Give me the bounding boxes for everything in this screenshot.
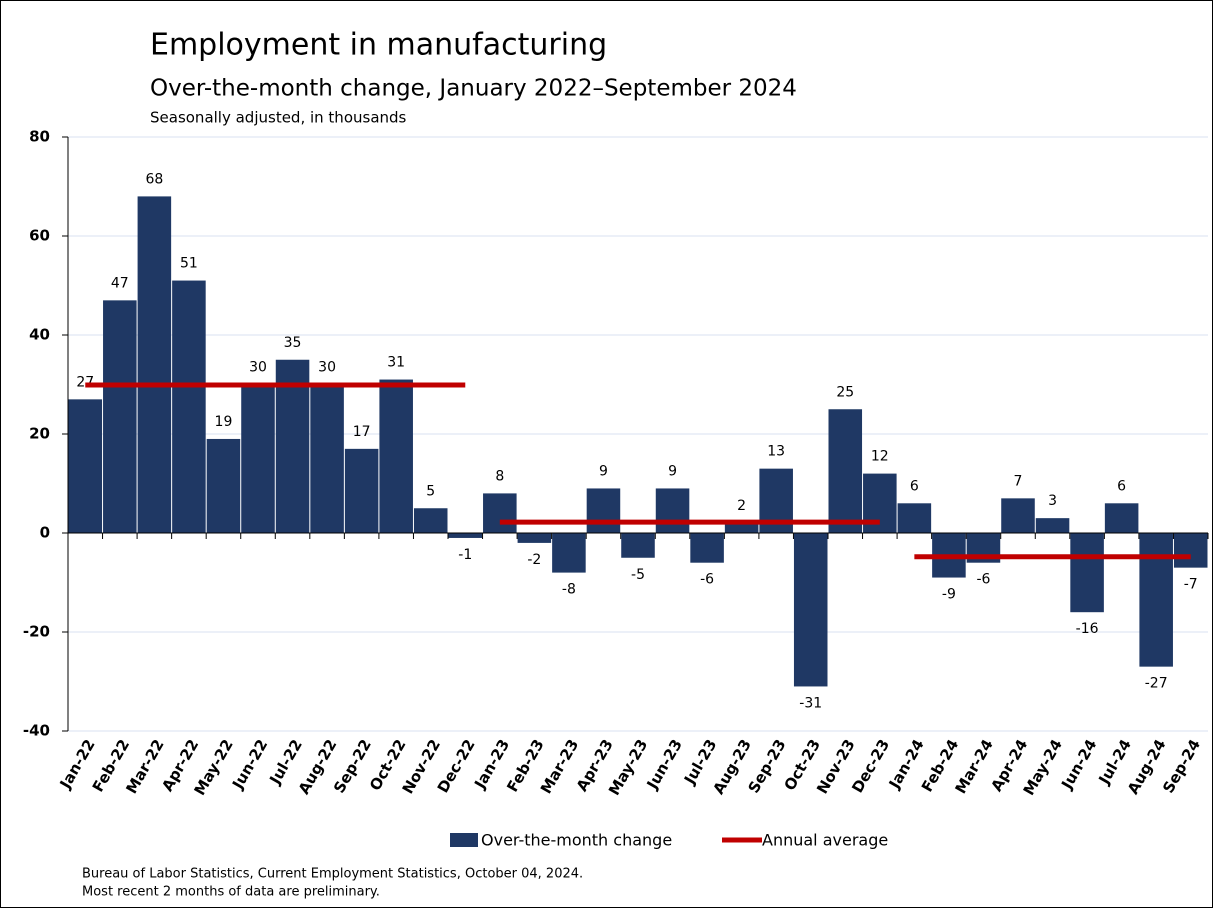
bar bbox=[344, 448, 379, 533]
bar bbox=[275, 359, 310, 533]
data-label: -5 bbox=[631, 567, 645, 583]
bar bbox=[793, 533, 828, 687]
data-label: -6 bbox=[976, 572, 990, 588]
data-label: 19 bbox=[215, 414, 233, 430]
y-tick-label: -40 bbox=[23, 722, 50, 740]
bar bbox=[724, 523, 759, 533]
data-label: 9 bbox=[599, 463, 608, 479]
bar bbox=[379, 379, 413, 533]
data-label: 47 bbox=[111, 275, 129, 291]
bar bbox=[448, 533, 483, 538]
data-label: 51 bbox=[180, 256, 198, 272]
y-tick-label: 60 bbox=[29, 227, 50, 245]
data-label: 30 bbox=[249, 360, 267, 376]
bar bbox=[1035, 518, 1070, 533]
chart-title: Employment in manufacturing bbox=[150, 28, 607, 63]
data-label: 25 bbox=[836, 384, 854, 400]
source: Most recent 2 months of data are prelimi… bbox=[82, 885, 380, 900]
chart-note: Seasonally adjusted, in thousands bbox=[150, 109, 407, 127]
data-label: 7 bbox=[1014, 473, 1023, 489]
y-tick-label: 20 bbox=[29, 425, 50, 443]
data-label: 13 bbox=[767, 444, 785, 460]
data-label: 6 bbox=[1117, 478, 1126, 494]
data-label: -2 bbox=[527, 552, 541, 568]
bar bbox=[517, 533, 552, 543]
bar bbox=[655, 488, 690, 533]
bar bbox=[586, 488, 621, 533]
bar bbox=[1173, 533, 1208, 568]
chart-subtitle: Over-the-month change, January 2022–Sept… bbox=[150, 76, 797, 102]
data-label: 2 bbox=[737, 498, 746, 514]
bar bbox=[413, 508, 448, 533]
data-label: 6 bbox=[910, 478, 919, 494]
bar bbox=[172, 280, 206, 533]
data-label: 5 bbox=[426, 483, 435, 499]
bar bbox=[552, 533, 586, 573]
bar bbox=[690, 533, 724, 563]
data-label: -8 bbox=[562, 582, 576, 598]
data-label: -9 bbox=[942, 587, 956, 603]
data-label: -1 bbox=[458, 547, 472, 563]
legend-label: Over-the-month change bbox=[481, 831, 672, 850]
data-label: 35 bbox=[284, 335, 302, 351]
data-label: 3 bbox=[1048, 493, 1057, 509]
data-label: -31 bbox=[799, 695, 822, 711]
data-label: -27 bbox=[1145, 676, 1168, 692]
y-tick-label: 40 bbox=[29, 326, 50, 344]
bar bbox=[897, 503, 932, 533]
bar bbox=[103, 300, 137, 533]
bar bbox=[1070, 533, 1104, 613]
bar bbox=[1139, 533, 1173, 667]
bar bbox=[1001, 498, 1035, 533]
data-label: 9 bbox=[668, 463, 677, 479]
data-label: 8 bbox=[495, 468, 504, 484]
bar bbox=[206, 438, 241, 533]
data-label: -6 bbox=[700, 572, 714, 588]
data-label: 30 bbox=[318, 360, 336, 376]
data-label: 68 bbox=[145, 171, 163, 187]
data-label: 17 bbox=[353, 424, 371, 440]
bar bbox=[1104, 503, 1139, 533]
data-label: 31 bbox=[387, 355, 405, 371]
bar bbox=[828, 409, 863, 533]
bar bbox=[241, 384, 275, 533]
y-tick-label: 80 bbox=[29, 128, 50, 146]
legend-swatch bbox=[450, 833, 478, 847]
data-label: 27 bbox=[76, 374, 94, 390]
bar bbox=[68, 399, 103, 533]
data-label: 12 bbox=[871, 449, 889, 465]
bar bbox=[137, 196, 172, 533]
data-label: -7 bbox=[1184, 577, 1198, 593]
legend-label: Annual average bbox=[762, 831, 888, 850]
y-tick-label: 0 bbox=[40, 524, 50, 542]
bar bbox=[621, 533, 655, 558]
data-label: -16 bbox=[1076, 621, 1099, 637]
bar bbox=[310, 384, 344, 533]
y-tick-label: -20 bbox=[23, 623, 50, 641]
source: Bureau of Labor Statistics, Current Empl… bbox=[82, 867, 583, 882]
bar bbox=[483, 493, 517, 533]
